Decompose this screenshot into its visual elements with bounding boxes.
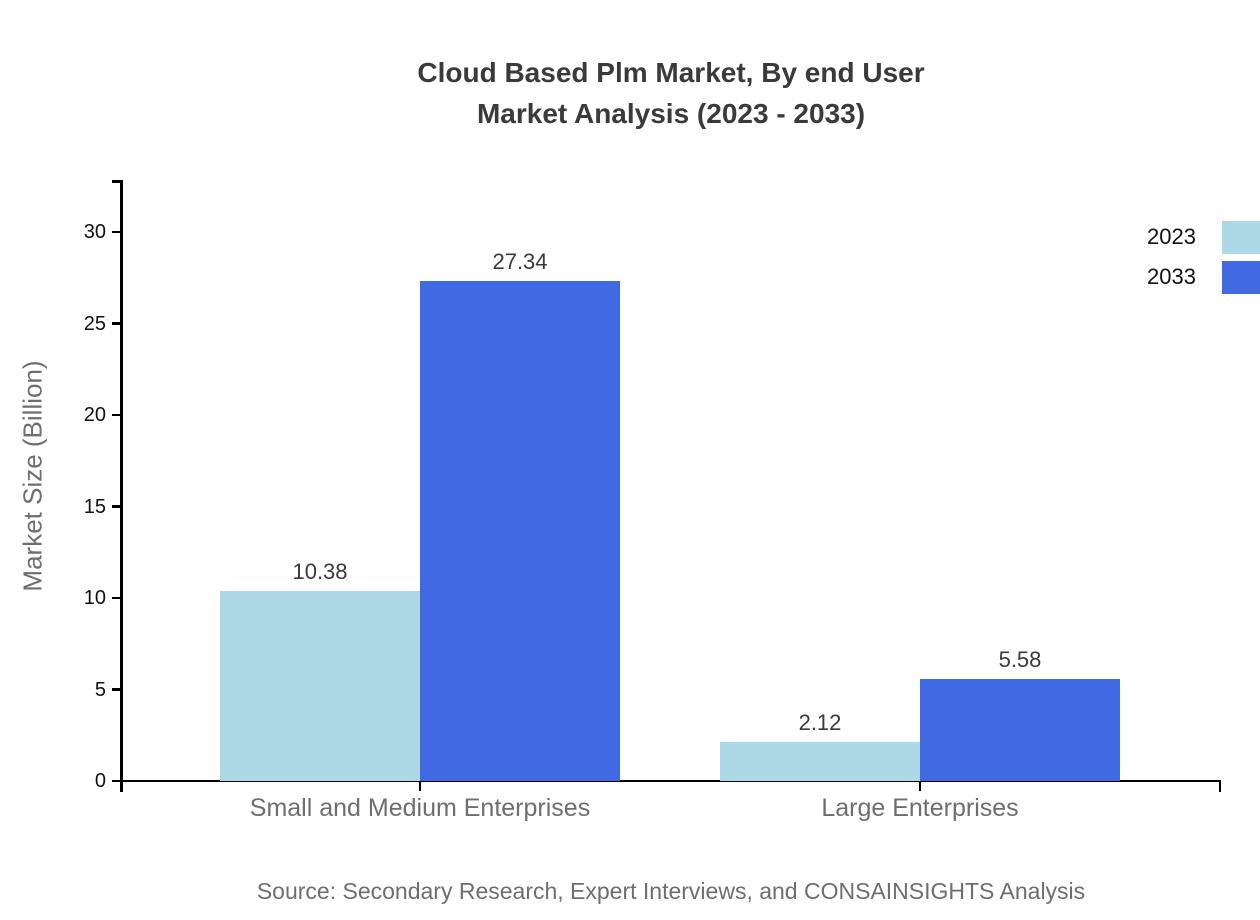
y-axis-top-cap bbox=[112, 180, 122, 183]
chart-title-line2: Market Analysis (2023 - 2033) bbox=[476, 98, 866, 129]
bar-2033-0 bbox=[420, 280, 620, 781]
y-tick-label: 30 bbox=[83, 221, 106, 243]
bar-2023-0 bbox=[220, 591, 420, 781]
legend-label-2023: 2023 bbox=[1147, 224, 1196, 249]
x-axis-left-cap bbox=[120, 780, 123, 792]
y-tick-mark bbox=[112, 779, 121, 783]
bar-2033-1 bbox=[920, 678, 1120, 781]
x-category-label: Small and Medium Enterprises bbox=[249, 794, 591, 822]
y-tick-label: 10 bbox=[83, 587, 106, 609]
y-axis-title: Market Size (Billion) bbox=[17, 360, 48, 592]
x-axis-right-cap bbox=[1218, 780, 1221, 792]
x-tick-mark bbox=[418, 781, 422, 791]
bar-value-label: 2.12 bbox=[798, 710, 842, 736]
x-tick-mark bbox=[918, 781, 922, 791]
x-axis-line bbox=[120, 779, 1221, 782]
y-axis-line bbox=[120, 180, 123, 782]
y-tick-label: 20 bbox=[83, 404, 106, 426]
legend-swatch-2033 bbox=[1222, 261, 1260, 294]
source-note: Source: Secondary Research, Expert Inter… bbox=[256, 878, 1086, 904]
y-tick-mark bbox=[112, 322, 121, 325]
x-category-label: Large Enterprises bbox=[821, 794, 1019, 822]
y-tick-label: 0 bbox=[94, 770, 106, 792]
y-tick-mark bbox=[112, 596, 121, 600]
legend-label-2033: 2033 bbox=[1147, 264, 1196, 289]
y-tick-mark bbox=[112, 413, 121, 417]
bar-value-label: 10.38 bbox=[292, 559, 348, 585]
y-tick-label: 15 bbox=[83, 495, 106, 518]
legend-swatch-2023 bbox=[1222, 221, 1260, 254]
chart-title: Cloud Based Plm Market, By end User Mark… bbox=[122, 52, 1220, 134]
y-tick-mark bbox=[112, 505, 121, 508]
y-tick-label: 25 bbox=[83, 312, 106, 335]
y-tick-label: 5 bbox=[94, 678, 106, 701]
y-tick-mark bbox=[112, 688, 121, 691]
bar-value-label: 27.34 bbox=[492, 248, 548, 274]
chart-title-line1: Cloud Based Plm Market, By end User bbox=[417, 57, 925, 88]
bar-value-label: 5.58 bbox=[998, 646, 1042, 672]
y-tick-mark bbox=[112, 230, 121, 234]
bar-2023-1 bbox=[720, 742, 920, 781]
